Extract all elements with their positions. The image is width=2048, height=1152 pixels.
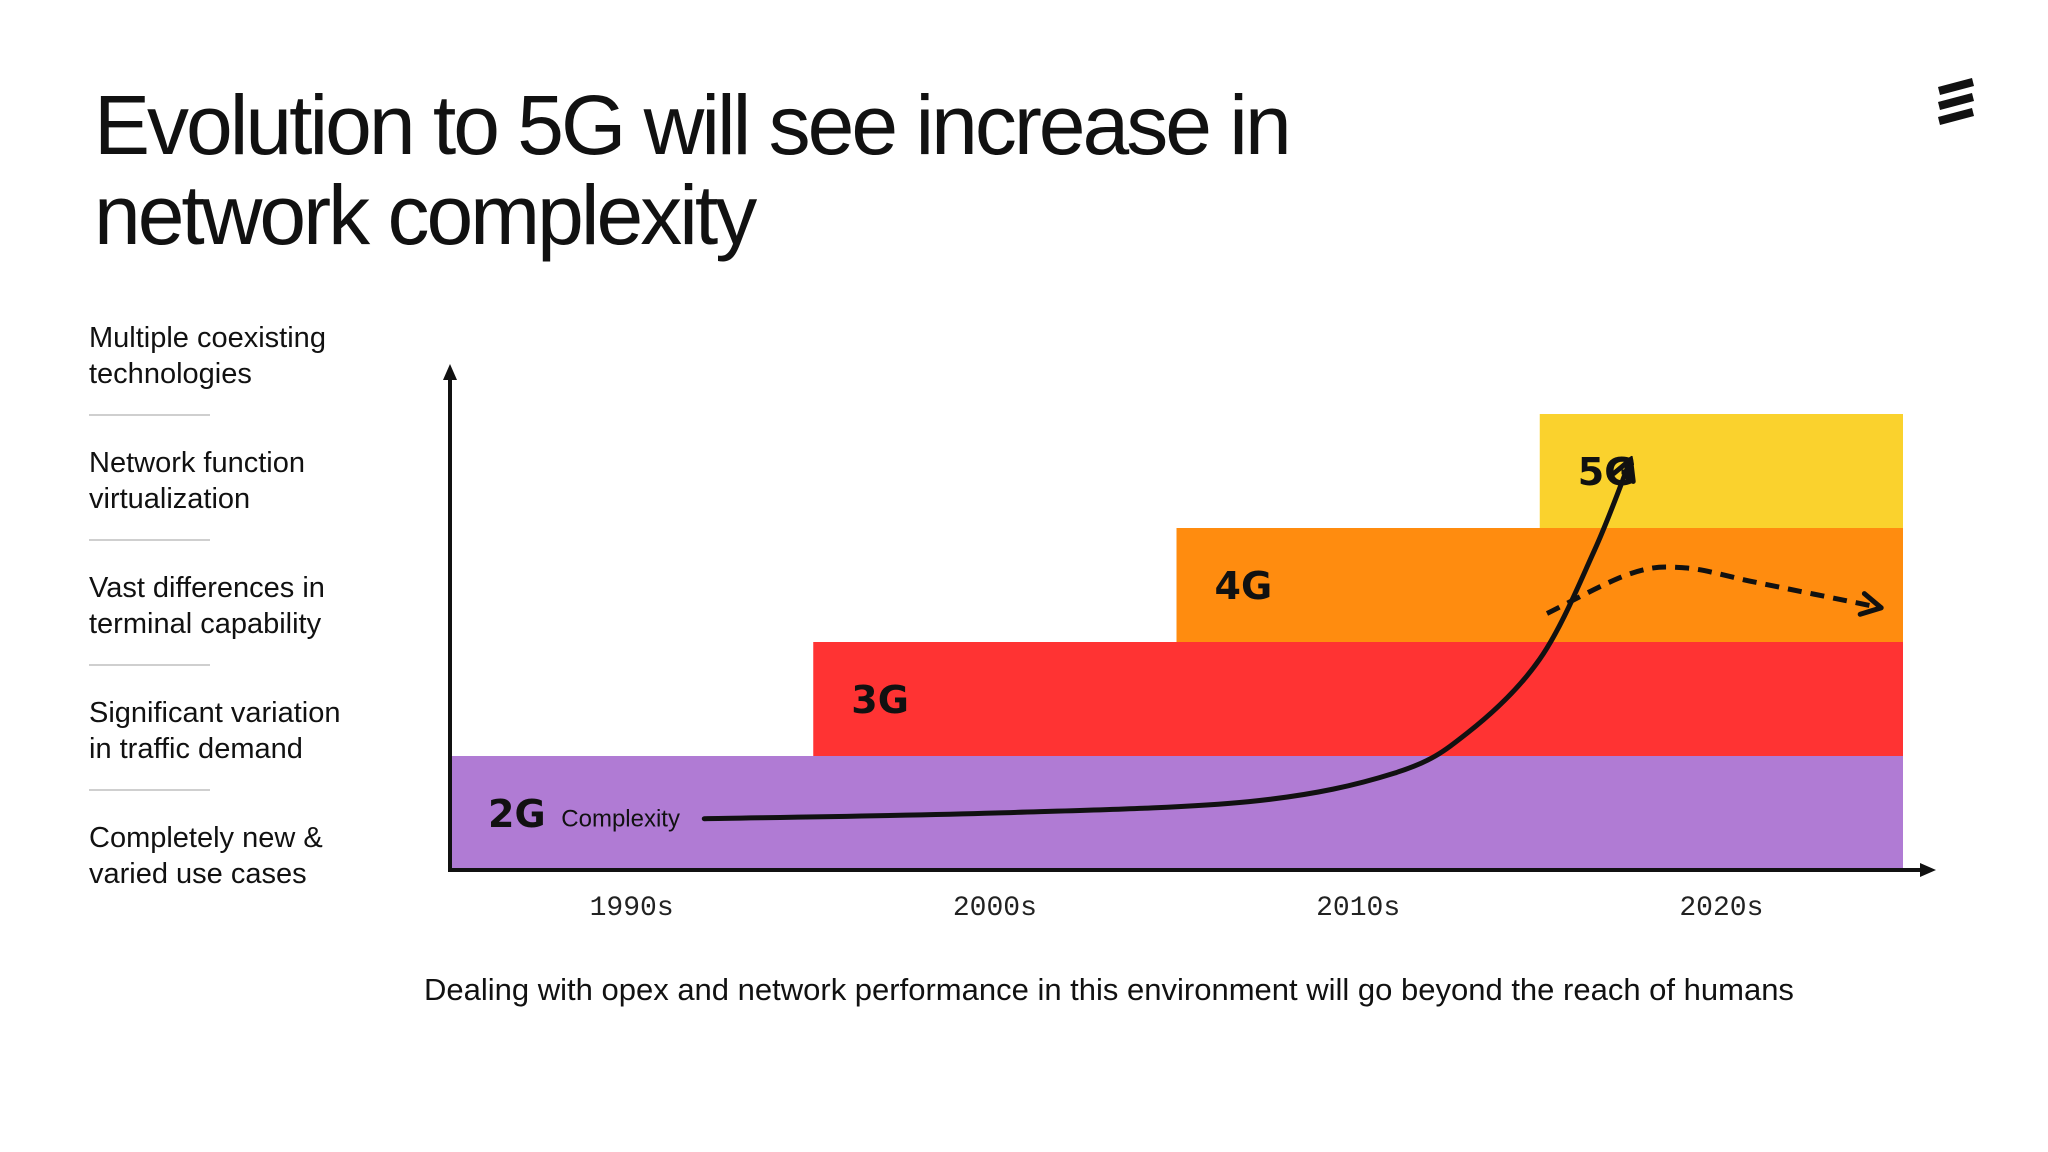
layer-label-4g: 4G xyxy=(1215,564,1273,608)
factor-line: Completely new & xyxy=(89,822,323,854)
factor-item: Significant variation in traffic demand xyxy=(89,695,369,820)
factor-item: Multiple coexisting technologies xyxy=(89,320,369,445)
complexity-curves xyxy=(701,457,1884,822)
factor-line: terminal capability xyxy=(89,608,322,640)
layer-label-2g: 2G xyxy=(488,792,546,836)
x-tick-label: 2020s xyxy=(1679,893,1763,924)
complexity-dashed-curve xyxy=(1545,564,1882,616)
factor-line: in traffic demand xyxy=(89,733,303,765)
title-line-1: Evolution to 5G will see increase in xyxy=(94,78,1292,172)
layer-label-5g: 5G xyxy=(1578,450,1636,494)
divider xyxy=(89,539,210,541)
factor-item: Completely new & varied use cases xyxy=(89,820,369,945)
title-line-2: network complexity xyxy=(94,168,757,262)
factor-item: Vast differences in terminal capability xyxy=(89,570,369,695)
generation-layers xyxy=(450,414,1903,870)
complexity-curve xyxy=(701,460,1630,822)
layer-2g xyxy=(450,756,1903,870)
axes xyxy=(443,364,1936,877)
x-tick-label: 2010s xyxy=(1316,893,1400,924)
x-tick-label: 1990s xyxy=(590,893,674,924)
complexity-factors-list: Multiple coexisting technologies Network… xyxy=(89,320,369,945)
y-axis-arrowhead xyxy=(443,364,457,380)
divider xyxy=(89,664,210,666)
complexity-label: Complexity xyxy=(561,806,680,833)
factor-line: technologies xyxy=(89,358,252,390)
factor-line: virtualization xyxy=(89,483,251,515)
page-title: Evolution to 5G will see increase in net… xyxy=(94,80,1394,260)
layer-4g xyxy=(1176,528,1903,642)
x-axis-arrowhead xyxy=(1920,863,1936,877)
factor-line: Significant variation xyxy=(89,697,341,729)
x-tick-label: 2000s xyxy=(953,893,1037,924)
layer-5g xyxy=(1539,414,1903,528)
divider xyxy=(89,414,210,416)
layer-label-3g: 3G xyxy=(851,678,909,722)
factor-line: Vast differences in xyxy=(89,572,325,604)
factor-line: Multiple coexisting xyxy=(89,322,326,354)
divider xyxy=(89,789,210,791)
complexity-curve-arrowhead xyxy=(1611,457,1636,484)
factor-line: Network function xyxy=(89,447,305,479)
dashed-curve-arrowhead xyxy=(1857,591,1884,617)
factor-item: Network function virtualization xyxy=(89,445,369,570)
chart-labels: 2G 3G 4G 5G 1990s 2000s 2010s 2020s Complexity xyxy=(488,450,1763,924)
layer-3g xyxy=(813,642,1903,756)
ericsson-logo-icon xyxy=(1938,78,1974,125)
factor-line: varied use cases xyxy=(89,858,307,890)
chart-caption: Dealing with opex and network performanc… xyxy=(424,972,1794,1007)
